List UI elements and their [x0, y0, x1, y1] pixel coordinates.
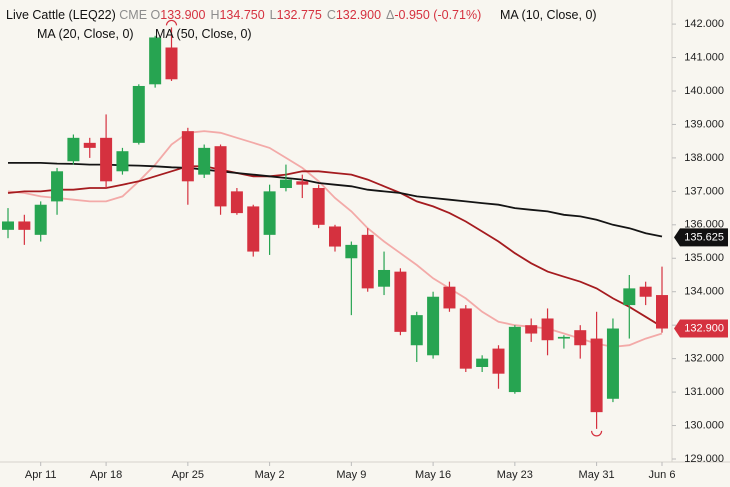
- candle-body: [67, 137, 80, 162]
- quote-value: -0.950 (-0.71%): [394, 8, 482, 22]
- candle-body: [18, 221, 31, 230]
- x-tick-label: May 23: [497, 469, 533, 481]
- candle-body: [410, 315, 423, 346]
- x-tick-label: Apr 18: [90, 469, 122, 481]
- candle-body: [100, 137, 113, 182]
- symbol-title: Live Cattle (LEQ22): [6, 8, 116, 22]
- quote-label: O: [150, 8, 161, 22]
- price-tag: [674, 228, 728, 247]
- y-tick-label: 132.000: [684, 353, 724, 365]
- y-tick-label: 138.000: [684, 152, 724, 164]
- price-tag-label: 132.900: [684, 322, 724, 334]
- y-tick-label: 130.000: [684, 419, 724, 431]
- x-tick-label: Apr 11: [25, 469, 57, 481]
- candle-body: [361, 234, 374, 289]
- candle-body: [525, 325, 538, 334]
- candle-body: [132, 85, 145, 143]
- legend-entry: MA (50, Close, 0): [155, 27, 252, 41]
- candle-body: [230, 191, 243, 214]
- candle-body: [557, 336, 570, 339]
- y-tick-label: 142.000: [684, 18, 724, 30]
- header-line: Live Cattle (LEQ22) CME O133.900 H134.750…: [6, 8, 486, 22]
- candle-body: [296, 181, 309, 185]
- candle-body: [116, 151, 129, 172]
- candle-body: [443, 286, 456, 309]
- x-tick-label: May 16: [415, 469, 451, 481]
- candle-body: [508, 326, 521, 393]
- candle-body: [345, 244, 358, 259]
- y-tick-label: 136.000: [684, 219, 724, 231]
- candle-body: [83, 142, 96, 148]
- candle-body: [459, 308, 472, 369]
- candle-body: [656, 295, 668, 329]
- quote-value: 133.900: [160, 8, 206, 22]
- candle-body: [476, 358, 489, 367]
- legend-entry: MA (10, Close, 0): [500, 8, 597, 22]
- y-tick-label: 137.000: [684, 185, 724, 197]
- low-marker: [591, 430, 603, 437]
- y-tick-label: 129.000: [684, 453, 724, 465]
- candle-body: [214, 146, 227, 207]
- quote-label: Δ: [386, 8, 395, 22]
- candle-body: [279, 179, 292, 189]
- y-tick-label: 131.000: [684, 386, 724, 398]
- candle-body: [198, 147, 211, 175]
- price-tag-label: 135.625: [684, 231, 724, 243]
- quote: O133.900 H134.750 L132.775 C132.900 Δ-0.950 …: [151, 8, 487, 22]
- candle-body: [165, 47, 178, 80]
- candle-body: [394, 271, 407, 332]
- x-tick-label: May 31: [579, 469, 615, 481]
- y-tick-label: 135.000: [684, 252, 724, 264]
- candle-body: [590, 338, 603, 413]
- x-tick-label: May 2: [255, 469, 285, 481]
- quote-value: 134.750: [219, 8, 265, 22]
- x-tick-label: Jun 6: [649, 469, 676, 481]
- candle-body: [574, 330, 587, 346]
- candle-body: [312, 188, 325, 225]
- y-tick-label: 139.000: [684, 118, 724, 130]
- x-tick-label: May 9: [336, 469, 366, 481]
- candle-body: [378, 269, 391, 287]
- quote-value: 132.775: [276, 8, 322, 22]
- quote-label: L: [269, 8, 277, 22]
- legend-entry: MA (20, Close, 0): [37, 27, 134, 41]
- candle-body: [427, 296, 440, 356]
- candle-body: [541, 318, 554, 341]
- candle-body: [149, 37, 162, 85]
- exchange: CME: [119, 8, 148, 22]
- candle-body: [2, 221, 14, 230]
- candle-body: [51, 171, 64, 202]
- price-tag: [674, 319, 728, 338]
- quote-value: 132.900: [335, 8, 382, 22]
- candle-body: [263, 191, 276, 235]
- y-tick-label: 134.000: [684, 286, 724, 298]
- candle-body: [247, 206, 260, 252]
- candle-body: [329, 226, 341, 247]
- quote-label: C: [326, 8, 336, 22]
- candle-body: [181, 131, 194, 182]
- candle-body: [492, 348, 505, 374]
- candle-body: [606, 328, 619, 399]
- y-tick-label: 140.000: [684, 85, 724, 97]
- quote-label: H: [210, 8, 220, 22]
- x-tick-label: Apr 25: [172, 469, 204, 481]
- candle-body: [639, 286, 652, 297]
- candle-body: [623, 288, 636, 306]
- ma-line: [7, 165, 663, 328]
- y-tick-label: 141.000: [684, 51, 724, 63]
- candle-body: [34, 204, 47, 235]
- high-marker: [165, 19, 178, 26]
